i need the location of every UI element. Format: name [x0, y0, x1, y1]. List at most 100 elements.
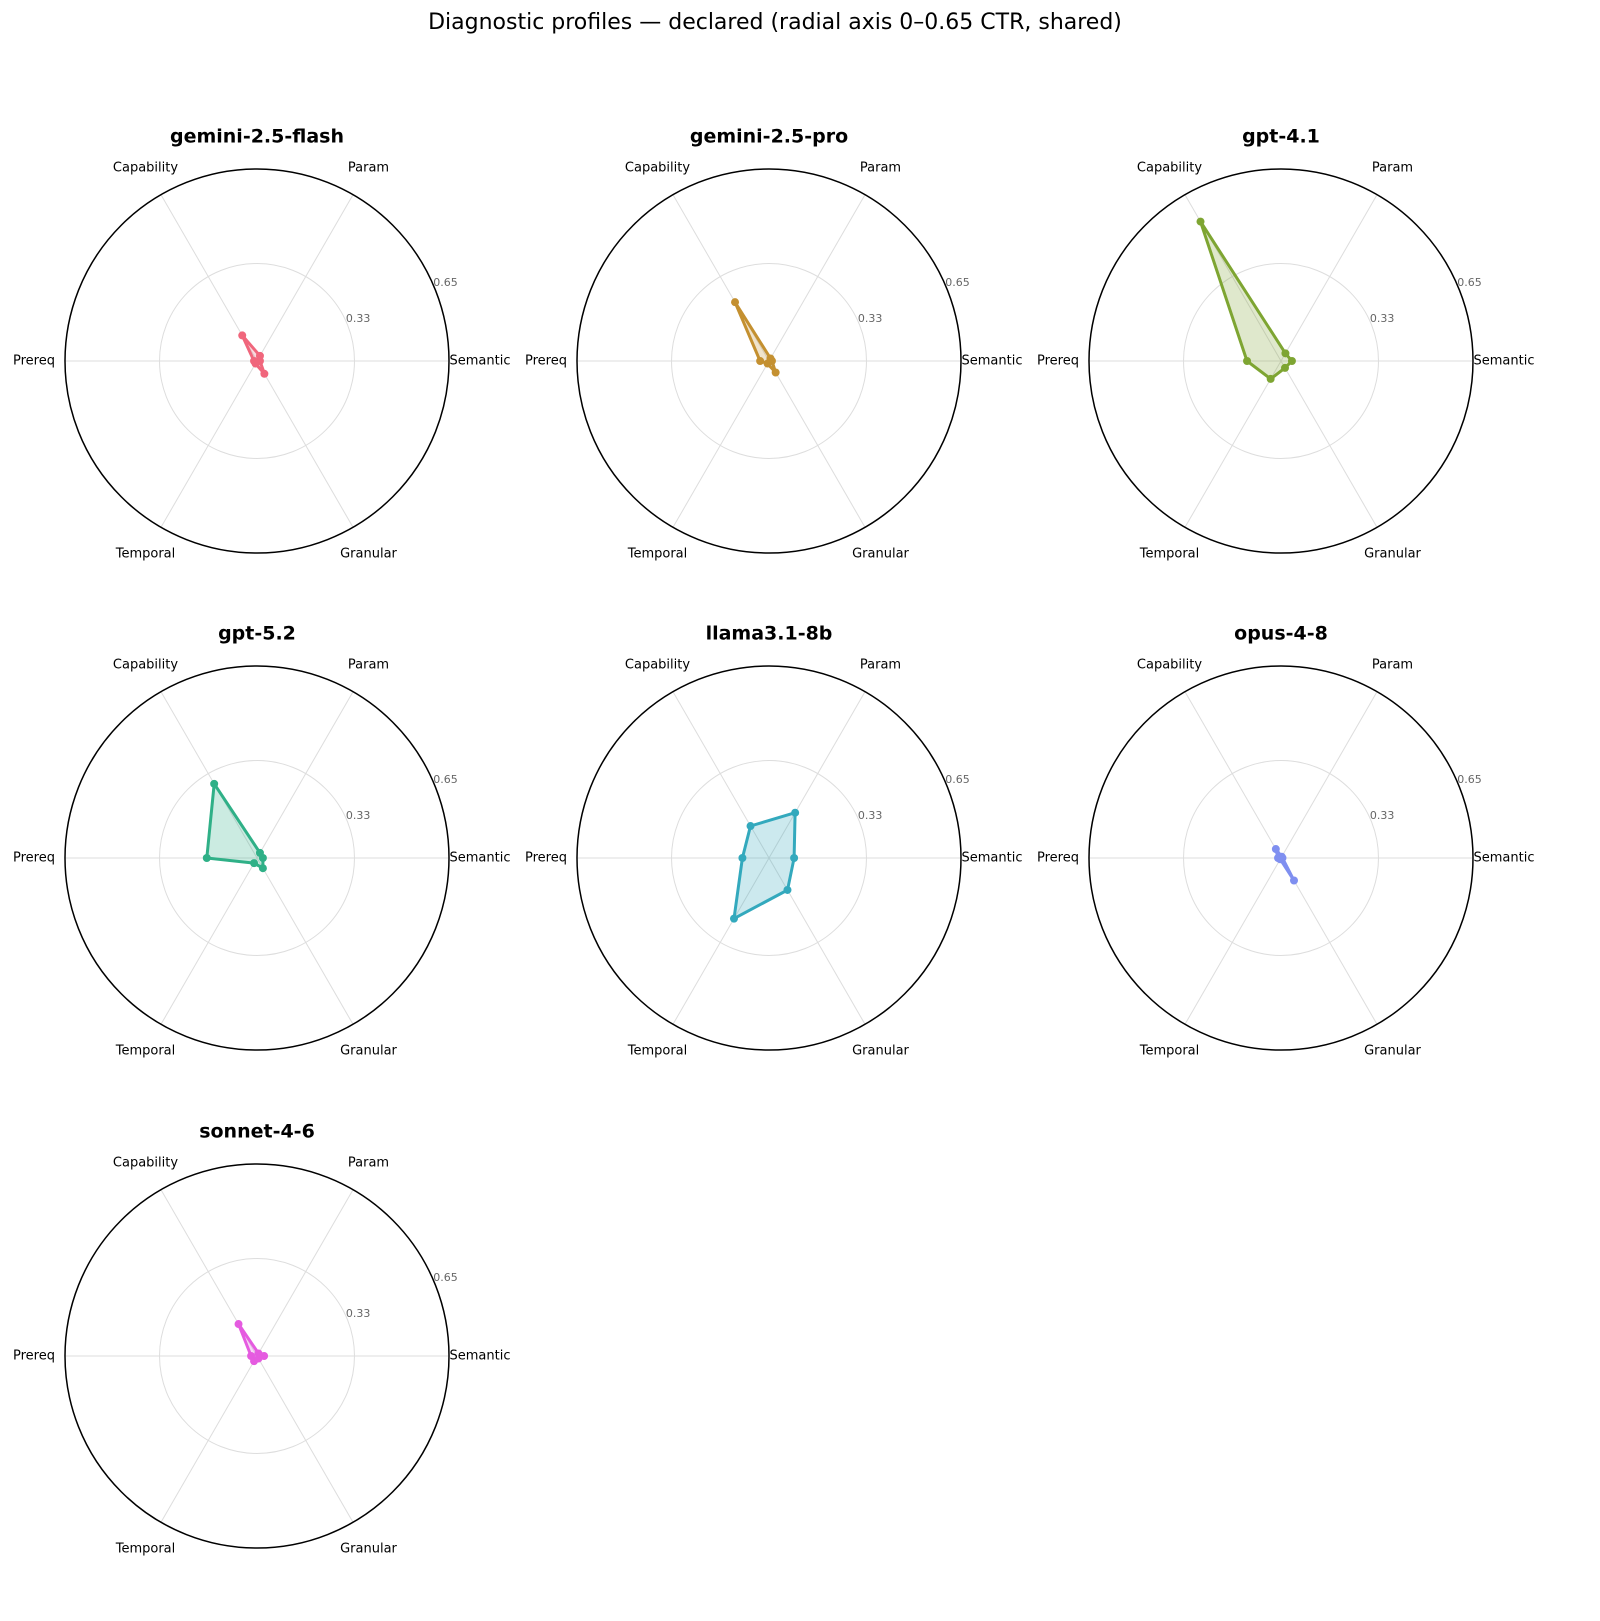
category-label: Temporal: [115, 1044, 176, 1059]
radar-point: [260, 369, 269, 378]
radar-point: [210, 779, 219, 788]
radar-point: [238, 331, 247, 340]
category-label: Prereq: [1037, 851, 1079, 866]
radar-point: [1280, 363, 1289, 372]
spoke: [768, 360, 866, 528]
r-tick-label: 0.33: [858, 312, 883, 325]
chart-title: gemini-2.5-flash: [170, 126, 344, 148]
radar-point: [791, 808, 800, 817]
category-label: Temporal: [1139, 1044, 1200, 1059]
spoke: [672, 360, 770, 528]
category-label: Semantic: [450, 851, 511, 866]
radar-point: [738, 854, 747, 862]
radar-panel: 0.33 0.65 Semantic Param Capability Prereq Tem…: [1037, 126, 1534, 562]
r-tick-label: 0.33: [1370, 809, 1395, 822]
category-label: Param: [348, 160, 389, 175]
spoke: [160, 360, 258, 528]
category-label: Capability: [113, 1155, 178, 1170]
radar-point: [202, 854, 211, 862]
spine: [576, 665, 962, 1051]
radar-area: [205, 782, 265, 870]
category-label: Capability: [113, 160, 178, 175]
spoke: [1280, 194, 1378, 362]
radar-panel: 0.33 0.65 Semantic Param Capability Prereq Tem…: [13, 1121, 510, 1557]
radar-point: [771, 368, 780, 377]
category-label: Param: [1372, 160, 1413, 175]
chart-title: gemini-2.5-pro: [690, 126, 848, 148]
category-label: Capability: [625, 657, 690, 672]
radar-panel: 0.33 0.65 Semantic Param Capability Prereq Tem…: [525, 126, 1022, 562]
spoke: [256, 1355, 354, 1523]
r-tick-label: 0.65: [433, 773, 458, 786]
radar-point: [729, 914, 738, 923]
r-tick-label: 0.33: [1370, 312, 1395, 325]
spoke: [256, 1189, 354, 1357]
spoke: [1280, 857, 1378, 1025]
category-label: Temporal: [627, 547, 688, 562]
category-label: Granular: [340, 1044, 397, 1059]
radar-point: [790, 854, 799, 862]
spoke: [768, 194, 866, 362]
chart-title: opus-4-8: [1234, 623, 1328, 645]
category-label: Semantic: [450, 354, 511, 369]
r-tick-label: 0.65: [1457, 276, 1482, 289]
radar-point: [1196, 217, 1205, 226]
spoke: [1184, 857, 1282, 1025]
chart-title: llama3.1-8b: [706, 623, 833, 645]
r-tick-label: 0.33: [346, 809, 371, 822]
category-label: Capability: [113, 657, 178, 672]
category-label: Granular: [1364, 1044, 1421, 1059]
r-tick-label: 0.65: [433, 276, 458, 289]
category-label: Granular: [852, 547, 909, 562]
radar-point: [756, 357, 765, 365]
category-label: Temporal: [627, 1044, 688, 1059]
spoke: [672, 691, 770, 859]
chart-title: gpt-4.1: [1242, 126, 1320, 148]
category-label: Granular: [340, 547, 397, 562]
category-label: Prereq: [1037, 354, 1079, 369]
category-label: Semantic: [1474, 354, 1535, 369]
spoke: [256, 691, 354, 859]
spoke: [1280, 360, 1378, 528]
radar-point: [234, 1320, 243, 1329]
r-tick-label: 0.33: [346, 1307, 371, 1320]
spoke: [160, 857, 258, 1025]
radar-point: [1281, 349, 1290, 358]
radar-area: [1199, 220, 1294, 381]
category-label: Prereq: [13, 851, 55, 866]
category-label: Temporal: [115, 1542, 176, 1557]
radar-area: [732, 811, 797, 921]
category-label: Prereq: [525, 354, 567, 369]
spoke: [160, 1355, 258, 1523]
spine: [1088, 168, 1474, 554]
spine: [1088, 665, 1474, 1051]
category-label: Param: [860, 657, 901, 672]
r-tick-label: 0.65: [945, 276, 970, 289]
radar-panel: 0.33 0.65 Semantic Param Capability Prereq Tem…: [525, 623, 1022, 1059]
chart-title: sonnet-4-6: [199, 1121, 315, 1143]
r-tick-label: 0.65: [945, 773, 970, 786]
category-label: Temporal: [115, 547, 176, 562]
r-tick-label: 0.65: [433, 1271, 458, 1284]
spine: [576, 168, 962, 554]
category-label: Param: [860, 160, 901, 175]
radar-point: [1276, 855, 1285, 864]
spoke: [256, 857, 354, 1025]
spoke: [672, 857, 770, 1025]
figure-title: Diagnostic profiles — declared (radial a…: [428, 10, 1122, 35]
radar-point: [1289, 876, 1298, 885]
category-label: Capability: [625, 160, 690, 175]
radar-point: [250, 859, 259, 868]
radar-point: [258, 864, 267, 873]
category-label: Prereq: [13, 354, 55, 369]
radar-panel: 0.33 0.65 Semantic Param Capability Prereq Tem…: [1037, 623, 1534, 1059]
spine: [64, 1163, 450, 1549]
radar-point: [1266, 374, 1275, 383]
radar-point: [763, 359, 772, 368]
category-label: Param: [348, 1155, 389, 1170]
spoke: [768, 691, 866, 859]
spoke: [1184, 691, 1282, 859]
category-label: Granular: [1364, 547, 1421, 562]
radar-point: [255, 351, 264, 360]
